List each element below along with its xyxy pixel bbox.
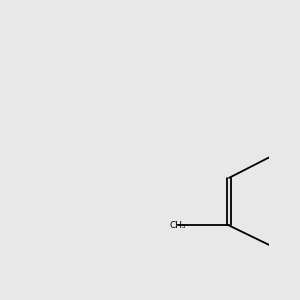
Text: CH₃: CH₃ — [169, 221, 186, 230]
